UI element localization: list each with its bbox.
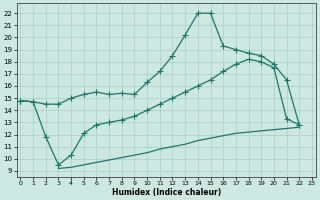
X-axis label: Humidex (Indice chaleur): Humidex (Indice chaleur) xyxy=(112,188,221,197)
